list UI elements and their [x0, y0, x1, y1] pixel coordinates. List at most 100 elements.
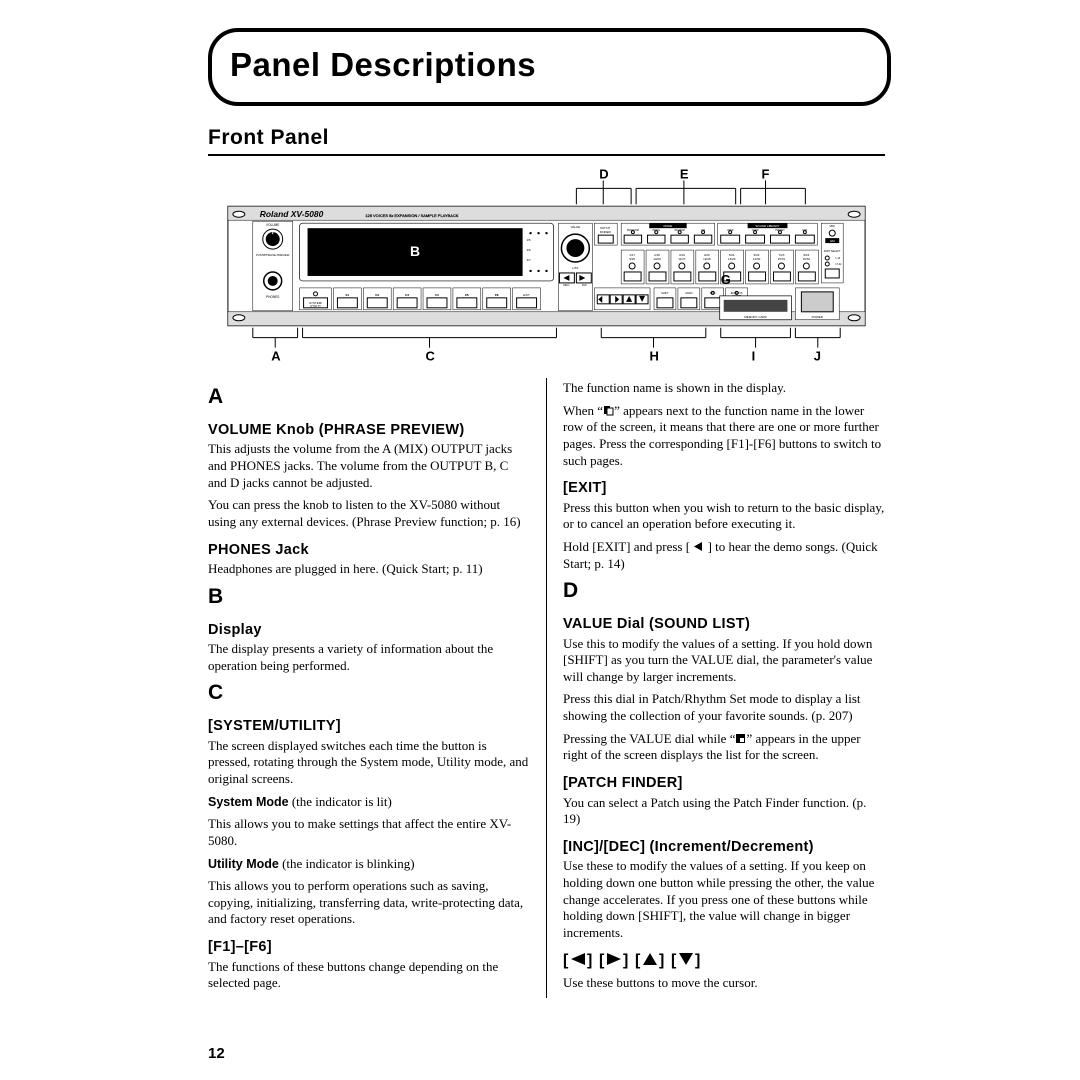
svg-text:D: D — [599, 166, 608, 181]
svg-text:J: J — [814, 349, 821, 364]
text: Press this button when you wish to retur… — [563, 500, 885, 533]
page-number: 12 — [208, 1045, 225, 1062]
text: Pressing the VALUE dial while “” appears… — [563, 731, 885, 764]
svg-text:GM: GM — [830, 239, 835, 243]
group-c-heading: C — [208, 680, 530, 707]
inc-dec-heading: [INC]/[DEC] (Increment/Decrement) — [563, 838, 885, 857]
value-dial-heading: VALUE Dial (SOUND LIST) — [563, 615, 885, 634]
text: Use this to modify the values of a setti… — [563, 636, 885, 686]
section-heading: Front Panel — [208, 126, 885, 150]
front-panel-diagram: DEF Roland XV-5080 128 VOICES 8x EXPANSI… — [208, 166, 885, 366]
svg-text:UNDO: UNDO — [685, 291, 693, 295]
svg-text:MODE: MODE — [664, 224, 673, 228]
svg-text:EXIT: EXIT — [523, 293, 530, 297]
text: This allows you to make settings that af… — [208, 816, 530, 849]
display-heading: Display — [208, 621, 530, 640]
svg-text:13/29: 13/29 — [728, 257, 736, 261]
svg-text:F4: F4 — [435, 293, 439, 297]
group-a-heading: A — [208, 384, 530, 411]
text: The screen displayed switches each time … — [208, 738, 530, 788]
text: Press this dial in Patch/Rhythm Set mode… — [563, 691, 885, 724]
svg-text:MEMORY CARD: MEMORY CARD — [744, 315, 767, 319]
svg-text:12/28: 12/28 — [703, 257, 711, 261]
svg-text:PATCH: PATCH — [652, 229, 660, 232]
svg-text:SHIFT: SHIFT — [661, 291, 669, 295]
system-utility-heading: [SYSTEM/UTILITY] — [208, 717, 530, 736]
svg-text:F5: F5 — [465, 293, 469, 297]
left-column: A VOLUME Knob (PHRASE PREVIEW) This adju… — [208, 378, 547, 998]
text: The display presents a variety of inform… — [208, 641, 530, 674]
svg-text:INC: INC — [582, 283, 588, 287]
svg-text:2/6: 2/6 — [527, 248, 531, 252]
svg-text:VALUE: VALUE — [571, 225, 581, 229]
svg-text:FINDER: FINDER — [600, 230, 611, 234]
svg-text:1/5: 1/5 — [527, 238, 531, 242]
svg-text:]: ] — [659, 952, 665, 969]
text: You can select a Patch using the Patch F… — [563, 795, 885, 828]
svg-text:PHONES: PHONES — [266, 295, 279, 299]
svg-text:PUSH/PHRASE PREVIEW: PUSH/PHRASE PREVIEW — [256, 253, 290, 257]
svg-text:F2: F2 — [376, 293, 380, 297]
svg-text:RHYTHM: RHYTHM — [675, 229, 685, 232]
phones-jack-heading: PHONES Jack — [208, 541, 530, 560]
svg-text:POWER: POWER — [812, 315, 823, 319]
text: This allows you to perform operations su… — [208, 878, 530, 928]
svg-text:]: ] — [695, 952, 701, 969]
exit-heading: [EXIT] — [563, 479, 885, 498]
text: When “” appears next to the function nam… — [563, 403, 885, 470]
svg-text:PRESET: PRESET — [775, 229, 785, 232]
svg-text:I: I — [752, 349, 756, 364]
svg-text:1-16: 1-16 — [835, 257, 841, 260]
svg-text:MIDI: MIDI — [830, 225, 836, 228]
group-b-heading: B — [208, 584, 530, 611]
f1-f6-heading: [F1]–[F6] — [208, 938, 530, 957]
svg-text:GM: GM — [701, 229, 705, 232]
svg-text:USER: USER — [727, 229, 734, 232]
svg-text:17-32: 17-32 — [835, 263, 842, 266]
svg-text:F6: F6 — [495, 293, 499, 297]
left-arrow-icon — [693, 541, 704, 552]
svg-text:]: ] — [623, 952, 629, 969]
text: System Mode (the indicator is lit) — [208, 794, 530, 811]
page-title: Panel Descriptions — [230, 46, 536, 84]
text: The function name is shown in the displa… — [563, 380, 885, 397]
svg-text:CARD: CARD — [752, 229, 759, 232]
svg-text:9/25: 9/25 — [629, 257, 635, 261]
svg-text:10/26: 10/26 — [653, 257, 661, 261]
body-columns: A VOLUME Knob (PHRASE PREVIEW) This adju… — [208, 378, 885, 998]
svg-text:14/30: 14/30 — [753, 257, 761, 261]
patch-finder-heading: [PATCH FINDER] — [563, 774, 885, 793]
svg-text:G: G — [721, 272, 731, 287]
page-icon — [603, 405, 614, 416]
svg-text:SOUND LIBRARY: SOUND LIBRARY — [755, 224, 779, 228]
svg-text:A: A — [271, 349, 280, 364]
svg-text:128 VOICES 8x EXPANSION / SAM: 128 VOICES 8x EXPANSION / SAMPLE PLAYBAC… — [365, 213, 459, 218]
text: The functions of these buttons change de… — [208, 959, 530, 992]
svg-text:[: [ — [563, 952, 569, 969]
svg-text:H: H — [650, 349, 659, 364]
svg-text:DISK: DISK — [710, 291, 716, 295]
svg-text:16/32: 16/32 — [803, 257, 811, 261]
svg-text:]: ] — [587, 952, 593, 969]
right-column: The function name is shown in the displa… — [547, 378, 885, 998]
text: You can press the knob to listen to the … — [208, 497, 530, 530]
text: Utility Mode (the indicator is blinking) — [208, 856, 530, 873]
svg-text:PERFORM: PERFORM — [627, 229, 639, 232]
group-d-heading: D — [563, 578, 885, 605]
text: Hold [EXIT] and press [ ] to hear the de… — [563, 539, 885, 572]
svg-text:DEC: DEC — [563, 283, 570, 287]
cursor-arrows-heading: [] [] [] [] — [563, 951, 885, 973]
volume-knob-heading: VOLUME Knob (PHRASE PREVIEW) — [208, 421, 530, 440]
svg-text:E: E — [680, 166, 689, 181]
svg-text:F1: F1 — [346, 293, 350, 297]
svg-text:Roland XV-5080: Roland XV-5080 — [260, 209, 324, 219]
svg-text:PART SELECT: PART SELECT — [824, 250, 841, 253]
text: Use these buttons to move the cursor. — [563, 975, 885, 992]
svg-text:VOLUME: VOLUME — [266, 223, 279, 227]
svg-text:[: [ — [599, 952, 605, 969]
svg-text:C: C — [426, 349, 435, 364]
svg-text:[: [ — [671, 952, 677, 969]
svg-text:11/27: 11/27 — [678, 257, 686, 261]
svg-text:[: [ — [635, 952, 641, 969]
title-bar: Panel Descriptions — [208, 28, 885, 108]
